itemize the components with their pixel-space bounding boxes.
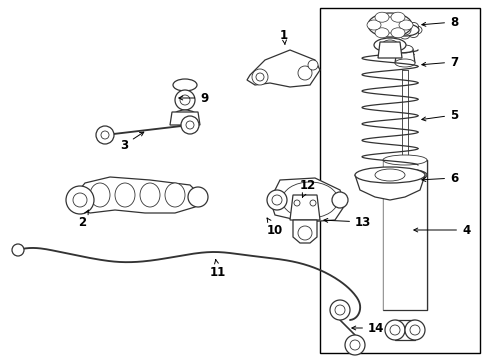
- Ellipse shape: [115, 183, 135, 207]
- Polygon shape: [383, 160, 427, 310]
- Ellipse shape: [368, 13, 412, 37]
- Text: 12: 12: [300, 179, 316, 197]
- Ellipse shape: [405, 320, 425, 340]
- Text: 5: 5: [422, 108, 458, 122]
- Ellipse shape: [375, 28, 389, 38]
- Polygon shape: [395, 49, 415, 63]
- Ellipse shape: [310, 200, 316, 206]
- Ellipse shape: [355, 167, 425, 183]
- Polygon shape: [355, 175, 425, 200]
- Ellipse shape: [383, 155, 427, 165]
- Ellipse shape: [282, 182, 338, 218]
- Ellipse shape: [298, 66, 312, 80]
- Text: 9: 9: [179, 91, 208, 104]
- Polygon shape: [293, 220, 317, 243]
- Polygon shape: [378, 42, 402, 58]
- Polygon shape: [170, 112, 200, 125]
- Ellipse shape: [350, 340, 360, 350]
- Ellipse shape: [375, 12, 389, 22]
- Ellipse shape: [409, 30, 418, 37]
- Ellipse shape: [66, 186, 94, 214]
- Ellipse shape: [391, 24, 419, 36]
- Ellipse shape: [367, 20, 381, 30]
- Ellipse shape: [409, 22, 418, 31]
- Polygon shape: [247, 50, 320, 87]
- Ellipse shape: [395, 59, 415, 67]
- Ellipse shape: [410, 325, 420, 335]
- Ellipse shape: [73, 193, 87, 207]
- Text: 3: 3: [120, 132, 144, 152]
- Ellipse shape: [165, 183, 185, 207]
- Ellipse shape: [388, 26, 398, 34]
- Ellipse shape: [180, 95, 190, 105]
- Ellipse shape: [400, 31, 410, 39]
- Ellipse shape: [186, 121, 194, 129]
- Ellipse shape: [294, 200, 300, 206]
- Ellipse shape: [345, 335, 365, 355]
- Text: 13: 13: [324, 216, 371, 229]
- Ellipse shape: [173, 79, 197, 91]
- Polygon shape: [290, 195, 320, 220]
- Ellipse shape: [390, 325, 400, 335]
- Ellipse shape: [374, 38, 406, 52]
- Ellipse shape: [101, 131, 109, 139]
- Text: 7: 7: [422, 55, 458, 68]
- Text: 1: 1: [280, 28, 288, 44]
- Ellipse shape: [252, 69, 268, 85]
- Ellipse shape: [402, 27, 408, 33]
- Ellipse shape: [392, 30, 401, 37]
- Ellipse shape: [96, 126, 114, 144]
- Ellipse shape: [391, 28, 405, 38]
- Text: 2: 2: [78, 210, 88, 229]
- Ellipse shape: [256, 73, 264, 81]
- Ellipse shape: [330, 300, 350, 320]
- Ellipse shape: [90, 183, 110, 207]
- Ellipse shape: [298, 226, 312, 240]
- Ellipse shape: [172, 110, 198, 126]
- Ellipse shape: [378, 17, 402, 33]
- Ellipse shape: [267, 190, 287, 210]
- Ellipse shape: [175, 90, 195, 110]
- Text: 4: 4: [414, 224, 470, 237]
- Ellipse shape: [332, 192, 348, 208]
- Ellipse shape: [272, 195, 282, 205]
- Bar: [320, 8, 480, 353]
- Text: 6: 6: [422, 171, 458, 185]
- Text: 11: 11: [210, 260, 226, 279]
- Ellipse shape: [397, 45, 413, 53]
- Ellipse shape: [399, 20, 413, 30]
- Ellipse shape: [375, 169, 405, 181]
- Ellipse shape: [400, 21, 410, 29]
- Ellipse shape: [412, 26, 422, 34]
- Ellipse shape: [181, 116, 199, 134]
- Ellipse shape: [335, 305, 345, 315]
- Text: 14: 14: [352, 321, 384, 334]
- Ellipse shape: [308, 60, 318, 70]
- Ellipse shape: [392, 22, 401, 31]
- Ellipse shape: [385, 320, 405, 340]
- Ellipse shape: [382, 40, 398, 50]
- Ellipse shape: [399, 25, 411, 35]
- Text: 10: 10: [267, 218, 283, 237]
- Ellipse shape: [383, 169, 427, 181]
- Ellipse shape: [391, 12, 405, 22]
- Ellipse shape: [140, 183, 160, 207]
- Polygon shape: [270, 178, 345, 222]
- Text: 8: 8: [422, 15, 458, 28]
- Ellipse shape: [12, 244, 24, 256]
- Ellipse shape: [188, 187, 208, 207]
- Polygon shape: [75, 177, 200, 213]
